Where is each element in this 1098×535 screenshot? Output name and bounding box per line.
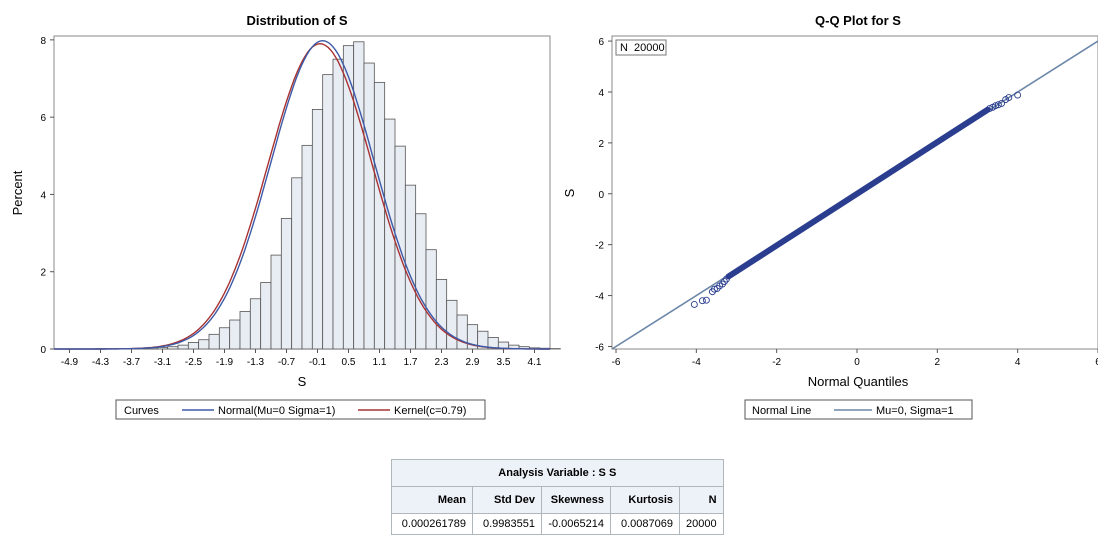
- histogram-bar: [302, 145, 312, 349]
- analysis-table-caption: Analysis Variable : S S: [392, 460, 724, 487]
- histogram-bar: [209, 334, 219, 349]
- histogram-bar: [188, 342, 198, 349]
- histogram-x-label: S: [298, 374, 307, 389]
- histogram-x-tick-label: 4.1: [528, 357, 542, 368]
- histogram-bar: [323, 75, 333, 349]
- histogram-y-tick-label: 6: [40, 113, 46, 124]
- header-skewness: Skewness: [542, 487, 611, 514]
- qq-point-band: [728, 110, 987, 277]
- histogram-bar: [250, 299, 260, 349]
- qq-y-label: S: [562, 188, 577, 197]
- qq-y-tick-label: 0: [598, 190, 604, 201]
- histogram-x-tick-label: 2.9: [466, 357, 480, 368]
- histogram-x-tick-label: -1.3: [247, 357, 265, 368]
- histogram-title: Distribution of S: [246, 13, 347, 28]
- histogram-x-tick-label: 3.5: [497, 357, 511, 368]
- histogram-bar: [199, 340, 209, 349]
- analysis-table: Analysis Variable : S S Mean Std Dev Ske…: [391, 459, 724, 535]
- histogram-bar: [343, 46, 353, 349]
- qq-title: Q-Q Plot for S: [815, 13, 901, 28]
- histogram-x-tick-label: 1.7: [404, 357, 418, 368]
- histogram-bar: [457, 315, 467, 349]
- histogram-bar: [240, 312, 250, 349]
- histogram-bar: [333, 59, 343, 349]
- qq-x-tick-label: 2: [935, 357, 941, 368]
- histogram-bar: [436, 279, 446, 349]
- histogram-x-tick-label: 0.5: [342, 357, 356, 368]
- qq-legend-title: Normal Line: [752, 405, 811, 417]
- histogram-x-tick-label: 1.1: [373, 357, 387, 368]
- value-n: 20000: [680, 514, 724, 535]
- histogram-bar: [354, 42, 364, 349]
- qq-point: [691, 301, 697, 307]
- qq-point: [703, 297, 709, 303]
- histogram-y-tick-label: 4: [40, 190, 46, 201]
- legend-kernel-label: Kernel(c=0.79): [394, 405, 466, 417]
- qq-y-tick-label: -2: [595, 241, 604, 252]
- histogram-bar: [168, 347, 178, 349]
- value-kurtosis: 0.0087069: [611, 514, 680, 535]
- qq-point: [1015, 92, 1021, 98]
- histogram-y-tick-label: 2: [40, 268, 46, 279]
- histogram-x-tick-label: -0.7: [278, 357, 296, 368]
- value-std-dev: 0.9983551: [473, 514, 542, 535]
- histogram-y-tick-label: 0: [40, 345, 46, 356]
- histogram-bar: [364, 63, 374, 349]
- qq-x-tick-label: 4: [1015, 357, 1021, 368]
- histogram-x-tick-label: 2.3: [435, 357, 449, 368]
- header-mean: Mean: [392, 487, 473, 514]
- histogram-x-tick-label: -0.1: [309, 357, 327, 368]
- histogram-bar: [178, 345, 188, 349]
- legend-normal-line-label: Mu=0, Sigma=1: [876, 405, 954, 417]
- histogram-bar: [261, 283, 271, 349]
- histogram-bar: [385, 119, 395, 349]
- value-mean: 0.000261789: [392, 514, 473, 535]
- qq-x-tick-label: 0: [854, 357, 860, 368]
- qq-x-tick-label: -6: [612, 357, 621, 368]
- histogram-bar: [219, 328, 229, 349]
- header-kurtosis: Kurtosis: [611, 487, 680, 514]
- header-n: N: [680, 487, 724, 514]
- histogram-x-tick-label: -3.1: [154, 357, 172, 368]
- qq-y-tick-label: -4: [595, 292, 604, 303]
- histogram-bar: [230, 320, 240, 349]
- qq-y-tick-label: -6: [595, 342, 604, 353]
- qq-y-tick-label: 4: [598, 88, 604, 99]
- histogram-bar: [426, 250, 436, 349]
- histogram-panel: Distribution of S -4.9 -4.3 -3.7 -3.1 -2.5 -1…: [10, 13, 560, 419]
- qq-y-tick-label: 6: [598, 37, 604, 48]
- histogram-bar: [157, 347, 167, 349]
- histogram-x-tick-label: -2.5: [185, 357, 203, 368]
- qq-x-label: Normal Quantiles: [808, 374, 909, 389]
- histogram-bar: [292, 178, 302, 349]
- qq-inset-text: N 20000: [620, 42, 665, 54]
- histogram-y-tick-label: 8: [40, 36, 46, 47]
- histogram-bar: [447, 300, 457, 349]
- histogram-y-label: Percent: [10, 170, 25, 215]
- legend-normal-label: Normal(Mu=0 Sigma=1): [218, 405, 335, 417]
- histogram-bar: [416, 214, 426, 349]
- histogram-legend-title: Curves: [124, 405, 159, 417]
- histogram-bar: [312, 109, 322, 349]
- value-skewness: -0.0065214: [542, 514, 611, 535]
- plot-stage: Distribution of S -4.9 -4.3 -3.7 -3.1 -2.5 -1…: [0, 0, 1098, 430]
- histogram-x-tick-label: -4.9: [61, 357, 79, 368]
- qq-x-tick-label: -2: [772, 357, 781, 368]
- histogram-x-tick-label: -1.9: [216, 357, 234, 368]
- qq-y-tick-label: 2: [598, 139, 604, 150]
- header-std-dev: Std Dev: [473, 487, 542, 514]
- histogram-bar: [271, 255, 281, 349]
- qq-x-tick-label: -4: [692, 357, 701, 368]
- histogram-bar: [374, 82, 384, 349]
- histogram-x-tick-label: -4.3: [92, 357, 110, 368]
- histogram-x-tick-label: -3.7: [123, 357, 141, 368]
- histogram-bar: [281, 218, 291, 349]
